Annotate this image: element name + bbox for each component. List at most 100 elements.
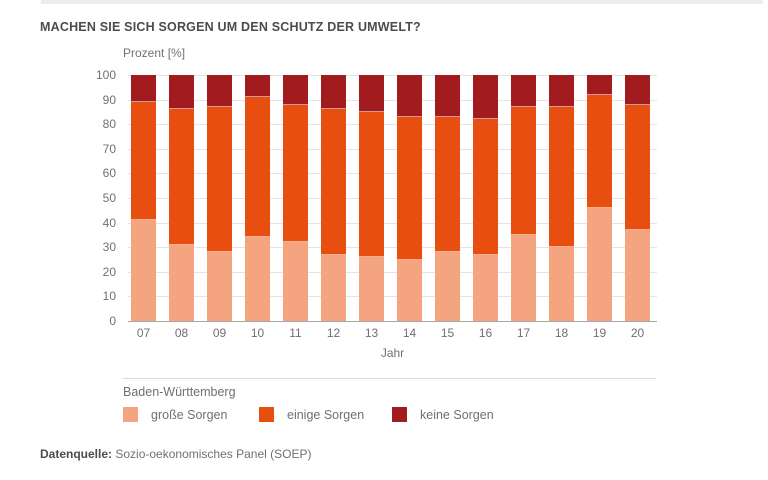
gridline-10 xyxy=(128,296,657,298)
x-tick-label-07: 07 xyxy=(136,326,151,340)
bar-segment-12-grosse-sorgen xyxy=(321,254,346,321)
bar-segment-13-grosse-sorgen xyxy=(359,257,384,321)
stacked-bar-19 xyxy=(587,75,612,321)
x-tick-label-11: 11 xyxy=(289,326,302,340)
legend-label: große Sorgen xyxy=(151,407,228,422)
stacked-bar-17 xyxy=(511,75,536,321)
x-tick-label-09: 09 xyxy=(212,326,227,340)
stacked-bar-09 xyxy=(207,75,232,321)
legend-item-keine-sorgen: keine Sorgen xyxy=(392,407,494,422)
bar-segment-15-einige-sorgen xyxy=(435,116,460,253)
bar-segment-11-keine-sorgen xyxy=(283,75,308,105)
data-source-text: Sozio-oekonomisches Panel (SOEP) xyxy=(115,447,312,461)
y-axis-title: Prozent [%] xyxy=(123,46,186,60)
bar-segment-08-keine-sorgen xyxy=(169,75,194,110)
bar-segment-19-grosse-sorgen xyxy=(587,207,612,321)
data-source: Datenquelle: Sozio-oekonomisches Panel (… xyxy=(40,447,311,461)
plot-area: Jahr 0 10 20 30 40 50 60 70 80 90 100 07 08 09 10 11 12 1… xyxy=(96,68,657,360)
gridline-100 xyxy=(128,75,657,76)
bar-segment-08-einige-sorgen xyxy=(169,109,194,245)
y-tick-label-80: 80 xyxy=(102,117,116,132)
bar-segment-19-keine-sorgen xyxy=(587,75,612,95)
bar-segment-10-grosse-sorgen xyxy=(245,237,270,321)
bar-segment-20-grosse-sorgen xyxy=(625,229,650,321)
bar-segment-15-grosse-sorgen xyxy=(435,252,460,321)
gridline-60 xyxy=(128,173,657,175)
stacked-bar-18 xyxy=(549,75,574,321)
x-tick-label-12: 12 xyxy=(326,326,341,340)
bar-segment-14-keine-sorgen xyxy=(397,75,422,117)
y-tick-label-70: 70 xyxy=(102,141,116,156)
stacked-bar-16 xyxy=(473,75,498,321)
bar-segment-17-einige-sorgen xyxy=(511,107,536,235)
bar-segment-13-einige-sorgen xyxy=(359,111,384,258)
bar-segment-09-einige-sorgen xyxy=(207,107,232,253)
bar-segment-17-keine-sorgen xyxy=(511,75,536,107)
x-tick-label-08: 08 xyxy=(174,326,189,340)
bar-segment-11-grosse-sorgen xyxy=(283,242,308,321)
x-tick-label-17: 17 xyxy=(516,326,531,340)
stacked-bar-12 xyxy=(321,75,346,321)
bar-segment-10-keine-sorgen xyxy=(245,75,270,98)
x-tick-label-19: 19 xyxy=(592,326,607,340)
y-tick-label-0: 0 xyxy=(109,314,116,328)
legend: Baden-Württemberg große Sorgen einige So… xyxy=(123,378,656,423)
x-tick-label-14: 14 xyxy=(402,326,417,340)
x-tick-label-20: 20 xyxy=(630,326,645,340)
data-source-label: Datenquelle: xyxy=(40,447,113,461)
gridline-30 xyxy=(128,247,657,249)
bar-segment-14-einige-sorgen xyxy=(397,116,422,260)
x-axis-title: Jahr xyxy=(380,346,405,360)
gridline-20 xyxy=(128,271,657,273)
bar-segment-18-grosse-sorgen xyxy=(549,247,574,321)
top-divider xyxy=(41,0,763,4)
gridline-0 xyxy=(128,321,657,322)
y-tick-label-100: 100 xyxy=(95,68,116,82)
y-tick-label-50: 50 xyxy=(102,191,116,205)
bar-segment-07-einige-sorgen xyxy=(131,102,156,221)
grosse-sorgen-swatch-icon xyxy=(123,407,138,422)
keine-sorgen-swatch-icon xyxy=(392,407,407,422)
bar-segment-20-einige-sorgen xyxy=(625,104,650,230)
legend-item-grosse-sorgen: große Sorgen xyxy=(123,407,227,422)
gridline-50 xyxy=(128,198,657,199)
bar-segment-09-keine-sorgen xyxy=(207,75,232,107)
gridline-90 xyxy=(128,99,657,101)
bar-segment-14-grosse-sorgen xyxy=(397,259,422,321)
gridline-40 xyxy=(128,222,657,224)
bar-segment-16-einige-sorgen xyxy=(473,119,498,255)
bar-segment-08-grosse-sorgen xyxy=(169,244,194,321)
bar-segment-15-keine-sorgen xyxy=(435,75,460,117)
stacked-bar-14 xyxy=(397,75,422,321)
y-tick-label-10: 10 xyxy=(102,289,116,304)
x-tick-label-10: 10 xyxy=(250,326,265,340)
bar-segment-16-grosse-sorgen xyxy=(473,254,498,321)
bar-segment-18-einige-sorgen xyxy=(549,106,574,248)
bar-segment-16-keine-sorgen xyxy=(473,75,498,120)
stacked-bar-07 xyxy=(131,75,156,321)
bar-segment-07-grosse-sorgen xyxy=(131,220,156,321)
x-tick-label-15: 15 xyxy=(440,326,455,340)
bar-segment-17-grosse-sorgen xyxy=(511,234,536,321)
y-tick-label-60: 60 xyxy=(102,166,116,181)
stacked-bar-11 xyxy=(283,75,308,321)
y-tick-label-20: 20 xyxy=(102,264,116,279)
gridline-70 xyxy=(128,148,657,150)
y-tick-label-40: 40 xyxy=(102,215,116,230)
bar-segment-11-einige-sorgen xyxy=(283,104,308,243)
bar-segment-13-keine-sorgen xyxy=(359,75,384,112)
bar-segment-09-grosse-sorgen xyxy=(207,252,232,321)
einige-sorgen-swatch-icon xyxy=(259,407,274,422)
bar-segment-20-keine-sorgen xyxy=(625,75,650,105)
legend-label: einige Sorgen xyxy=(287,407,365,422)
bar-segment-18-keine-sorgen xyxy=(549,75,574,107)
bar-segment-19-einige-sorgen xyxy=(587,94,612,208)
stacked-bar-08 xyxy=(169,75,194,321)
legend-item-einige-sorgen: einige Sorgen xyxy=(259,407,364,422)
bar-segment-10-einige-sorgen xyxy=(245,97,270,238)
x-tick-label-16: 16 xyxy=(478,326,493,340)
legend-label: keine Sorgen xyxy=(420,407,494,422)
bar-segment-12-einige-sorgen xyxy=(321,109,346,255)
x-tick-label-18: 18 xyxy=(554,326,569,340)
stacked-bar-15 xyxy=(435,75,460,321)
